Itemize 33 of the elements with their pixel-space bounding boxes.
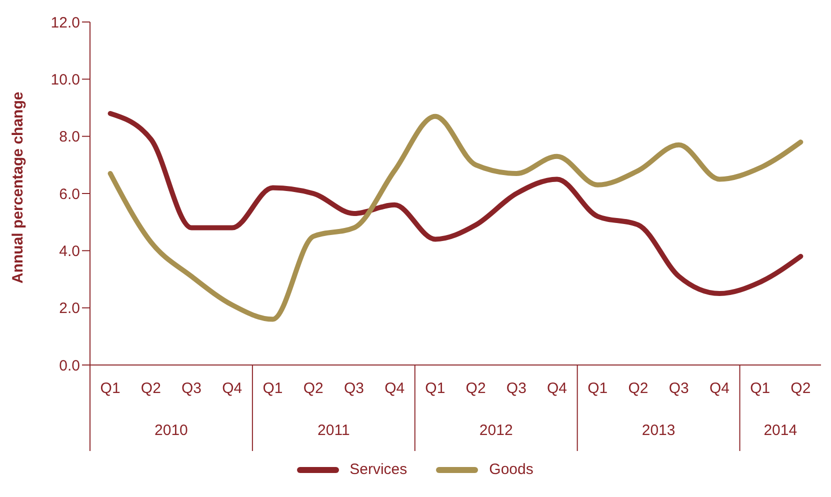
x-tick-label: Q3 (506, 380, 526, 397)
x-tick-label: Q3 (668, 380, 689, 397)
y-tick-label: 10.0 (50, 71, 80, 88)
y-tick-label: 2.0 (59, 300, 80, 318)
x-tick-label: Q1 (425, 380, 446, 397)
x-tick-label: Q3 (344, 380, 364, 397)
text: 2014 (764, 422, 798, 439)
y-tick-label: 6.0 (59, 186, 80, 203)
x-tick-label: Q1 (750, 380, 770, 397)
text: 2013 (642, 422, 676, 439)
x-tick-label: Q1 (588, 380, 608, 397)
x-tick-label: Q2 (466, 380, 486, 397)
y-tick-label: 0.0 (59, 357, 80, 374)
x-tick-label: Q1 (100, 380, 120, 397)
y-tick-label: 8.0 (59, 128, 80, 146)
y-tick-label: 12.0 (50, 14, 80, 32)
x-tick-label: Q4 (222, 380, 242, 397)
y-axis-title: Annual percentage change (9, 92, 26, 284)
text: 2010 (154, 422, 188, 439)
legend-label: Goods (489, 461, 534, 478)
x-tick-label: Q4 (384, 380, 405, 397)
x-tick-label: Q4 (709, 380, 730, 397)
x-tick-label: Q2 (303, 380, 324, 397)
y-tick-label: 4.0 (59, 242, 80, 260)
x-tick-label: Q2 (628, 380, 648, 397)
legend-label: Services (350, 461, 408, 478)
x-tick-label: Q4 (547, 380, 568, 397)
x-tick-label: Q1 (262, 380, 283, 397)
x-tick-label: Q2 (790, 380, 811, 397)
x-tick-label: Q3 (182, 380, 202, 397)
x-tick-label: Q2 (140, 380, 161, 397)
text: 2011 (318, 422, 350, 439)
text: 2012 (479, 422, 513, 439)
